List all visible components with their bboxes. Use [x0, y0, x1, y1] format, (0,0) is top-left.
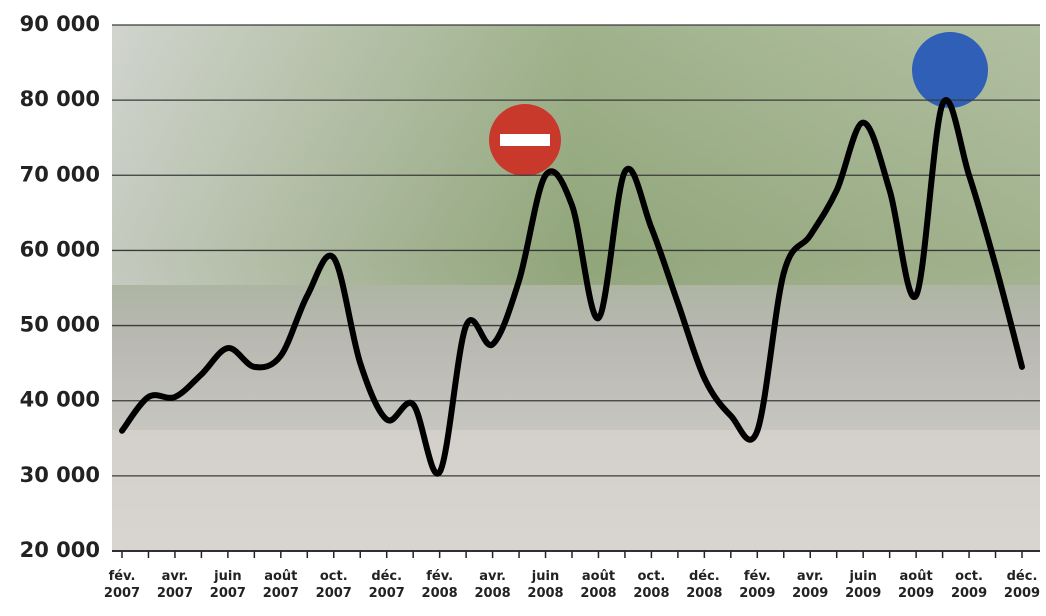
y-tick-label: 70 000: [20, 162, 100, 186]
x-tick-label: fév. 2009: [739, 569, 776, 601]
y-tick-label: 50 000: [20, 313, 100, 337]
x-tick-label: avr. 2008: [474, 569, 511, 601]
y-tick-label: 40 000: [20, 388, 100, 412]
y-tick-label: 60 000: [20, 237, 100, 261]
x-tick-label: avr. 2007: [156, 569, 194, 601]
x-tick-label: juin 2007: [209, 569, 246, 601]
background-photo: [912, 32, 988, 108]
x-tick-label: juin 2008: [527, 569, 564, 601]
data-line: [119, 97, 1025, 477]
x-tick-label: août 2009: [898, 569, 935, 601]
x-tick-label: fév. 2008: [421, 569, 458, 601]
x-tick-label: oct. 2009: [950, 569, 988, 601]
x-tick-label: déc. 2008: [686, 569, 723, 601]
x-tick-label: août 2008: [580, 569, 617, 601]
background-photo: [112, 430, 1040, 551]
y-tick-label: 90 000: [20, 12, 100, 36]
background-photo: [112, 25, 1040, 285]
background-photo: [500, 134, 550, 146]
x-tick-label: fév. 2007: [103, 569, 141, 601]
x-tick-label: oct. 2008: [633, 569, 670, 601]
x-tick-label: juin 2009: [845, 569, 882, 601]
x-tick-label: avr. 2009: [792, 569, 829, 601]
y-tick-label: 80 000: [20, 87, 100, 111]
x-tick-label: oct. 2007: [315, 569, 352, 601]
y-tick-label: 30 000: [20, 463, 100, 487]
y-tick-label: 20 000: [20, 538, 100, 562]
x-tick-label: août 2007: [262, 569, 299, 601]
x-tick-label: déc. 2007: [368, 569, 405, 601]
x-tick-label: déc. 2009: [1003, 569, 1041, 601]
